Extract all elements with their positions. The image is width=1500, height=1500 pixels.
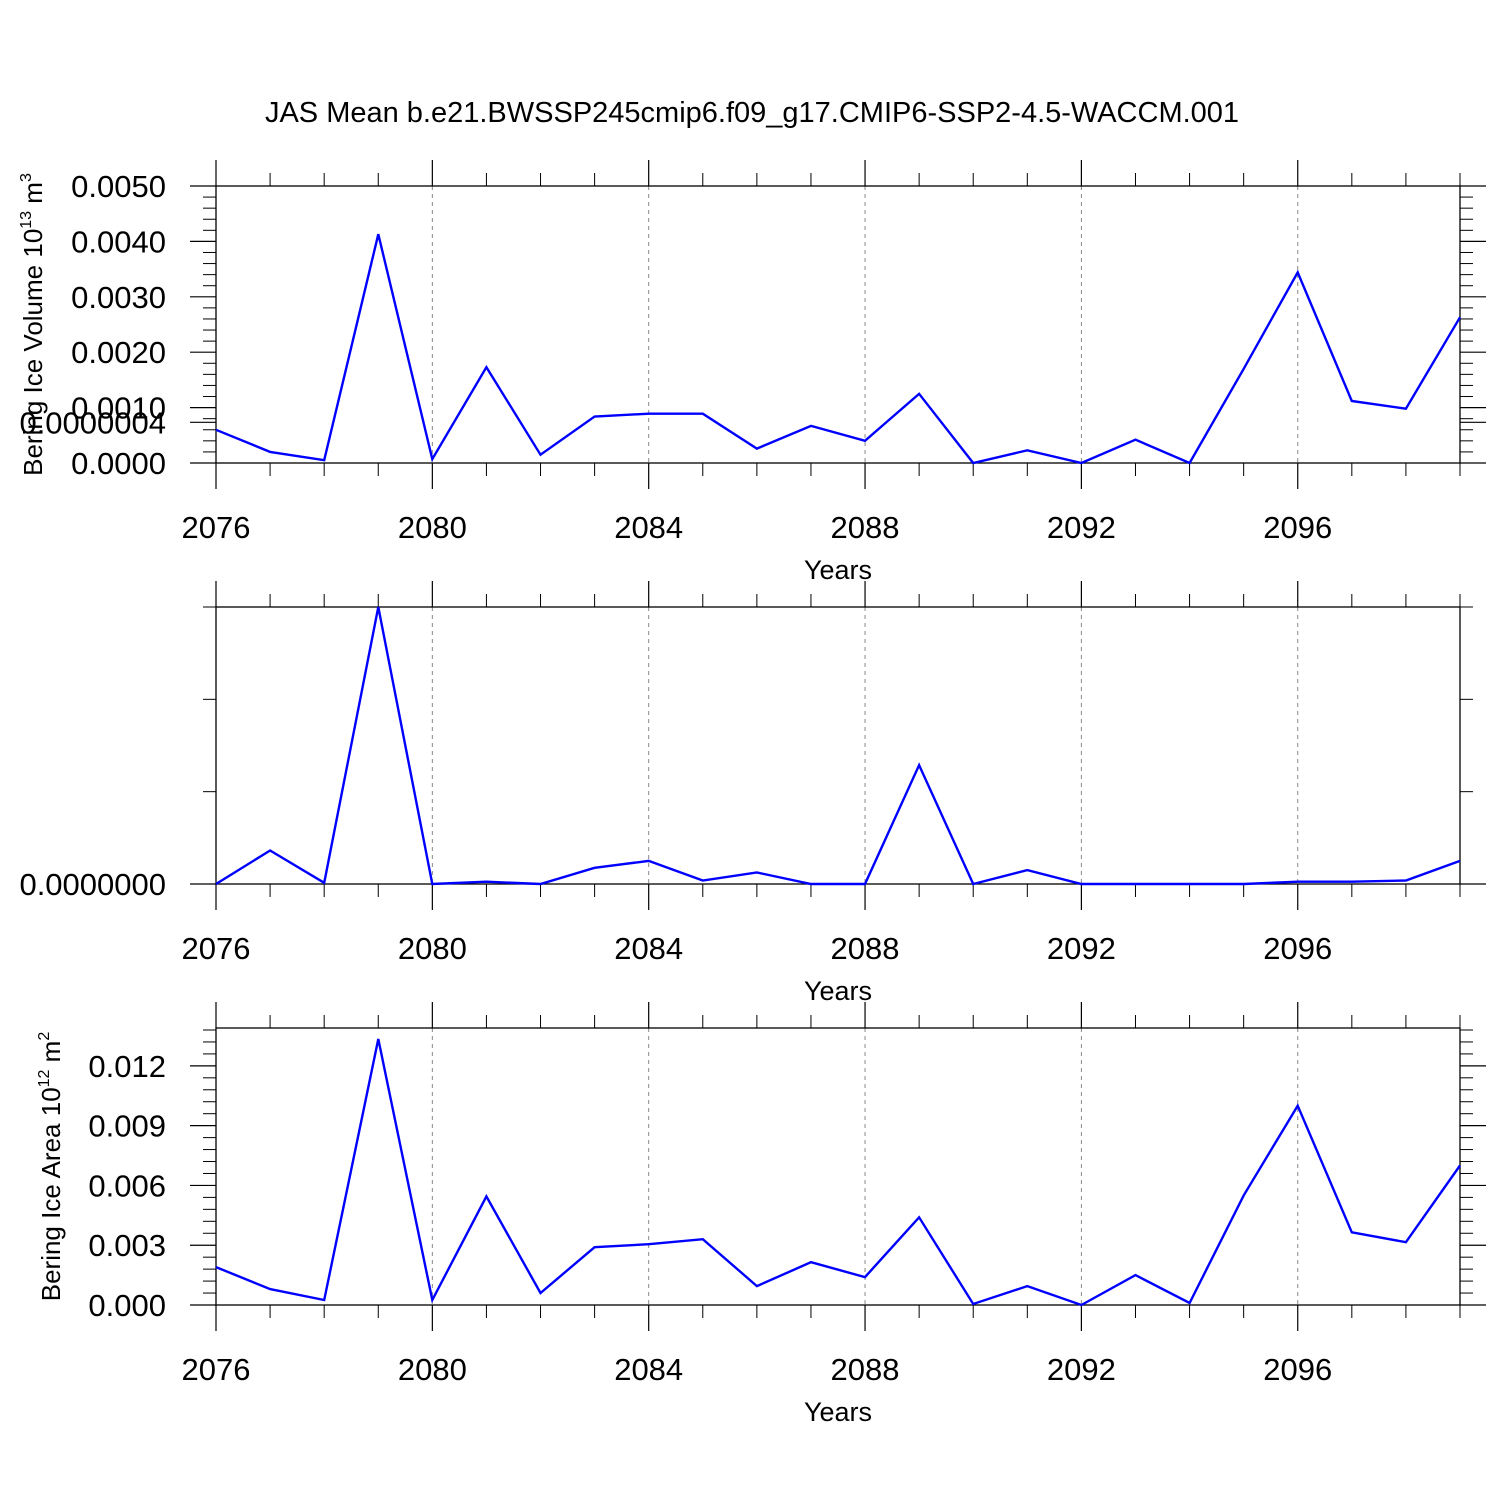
x-tick-label: 2076	[182, 1352, 251, 1387]
x-tick-label: 2084	[614, 510, 683, 545]
x-tick-label: 2084	[614, 931, 683, 966]
y-tick-label: 0.006	[88, 1168, 166, 1203]
x-tick-label: 2080	[398, 1352, 467, 1387]
x-tick-label: 2084	[614, 1352, 683, 1387]
y-axis-label-unit-exponent: 2	[36, 1032, 53, 1041]
x-axis-label: Years	[804, 976, 872, 1006]
x-tick-label: 2080	[398, 931, 467, 966]
y-tick-label: 0.000	[88, 1288, 166, 1323]
y-tick-label: 0.003	[88, 1228, 166, 1263]
panels: 2076 2080 2084 2088 2092 20960.00000.00100.00…	[18, 160, 1486, 1427]
plot-frame	[215, 185, 1461, 464]
x-tick-label: 2096	[1263, 931, 1332, 966]
y-tick-label: 0.0000000	[19, 867, 166, 902]
y-axis-label-unit	[18, 204, 48, 211]
y-axis-label-unit-text: m	[18, 182, 48, 204]
chart-panel-2: 2076 2080 2084 2088 2092 20960.00000000.00000…	[19, 405, 1486, 1006]
figure-title: JAS Mean b.e21.BWSSP245cmip6.f09_g17.CMI…	[265, 97, 1239, 129]
y-tick-label: 0.0000004	[19, 405, 166, 440]
y-tick-label: 0.009	[88, 1109, 166, 1144]
y-tick-label: 0.0040	[71, 224, 166, 259]
x-tick-label: 2096	[1263, 510, 1332, 545]
x-tick-label: 2076	[182, 931, 251, 966]
y-axis-label: Bering Ice Volume 1013 m3	[18, 173, 48, 476]
x-tick-label: 2096	[1263, 1352, 1332, 1387]
y-tick-label: 0.012	[88, 1049, 166, 1084]
chart-panel-3: 2076 2080 2084 2088 2092 2096 0.000 0.003 0.006 0…	[36, 1002, 1486, 1427]
x-tick-label: 2088	[831, 1352, 900, 1387]
y-axis-label-text: Bering Ice Area 10	[36, 1087, 66, 1301]
y-tick-label: 0.0020	[71, 335, 166, 370]
x-tick-label: 2088	[831, 510, 900, 545]
x-tick-label: 2092	[1047, 931, 1116, 966]
y-tick-label: 0.0010	[71, 391, 166, 426]
y-axis-label-unit	[36, 1062, 66, 1069]
x-axis-label: Years	[804, 555, 872, 585]
y-axis-label-exponent: 12	[36, 1069, 53, 1087]
series-line-1	[215, 606, 1461, 886]
x-tick-label: 2088	[831, 931, 900, 966]
x-axis-label: Years	[804, 1397, 872, 1427]
y-tick-label: 0.0000	[71, 446, 166, 481]
y-axis-label-text: Bering Ice Volume 10	[18, 229, 48, 476]
x-tick-label: 2092	[1047, 1352, 1116, 1387]
series-line-1	[215, 1038, 1461, 1307]
x-tick-label: 2092	[1047, 510, 1116, 545]
x-tick-label: 2080	[398, 510, 467, 545]
y-axis-label-unit-text: m	[36, 1041, 66, 1063]
y-axis-label: Bering Ice Area 1012 m2	[36, 1032, 66, 1302]
y-tick-label: 0.0050	[71, 169, 166, 204]
series-line-1	[215, 233, 1462, 465]
chart-panel-1: 2076 2080 2084 2088 2092 20960.00000.00100.00…	[18, 160, 1486, 585]
y-axis-label-exponent: 13	[18, 211, 35, 229]
y-tick-label: 0.0030	[71, 280, 166, 315]
y-axis-label-unit-exponent: 3	[18, 173, 35, 182]
x-tick-label: 2076	[182, 510, 251, 545]
